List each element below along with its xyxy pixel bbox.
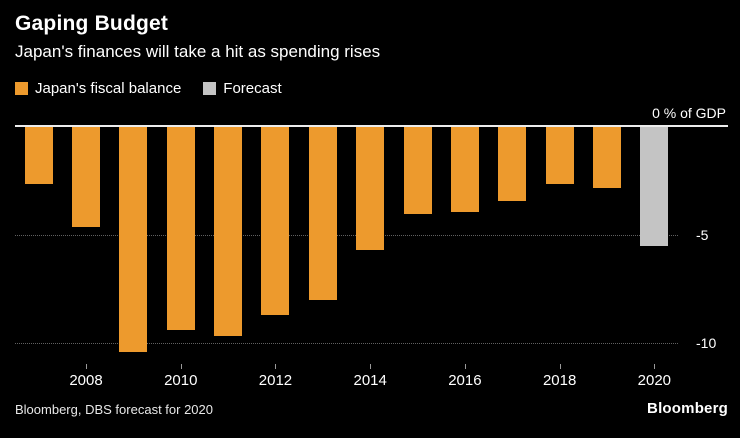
x-slot-2016: 2016	[441, 364, 488, 391]
legend-swatch-icon	[203, 82, 217, 96]
x-slot-2019	[583, 364, 630, 391]
x-tick-label-2008: 2008	[69, 372, 103, 390]
y-axis-labels: -5 -10	[678, 127, 728, 364]
bar-2010	[166, 127, 195, 330]
bar-2009	[119, 127, 148, 352]
gridline--10	[15, 342, 678, 344]
bar-2011	[214, 127, 243, 337]
x-slot-2009	[110, 364, 157, 391]
chart-subtitle: Japan's finances will take a hit as spen…	[15, 42, 381, 62]
legend-item-1: Forecast	[203, 80, 282, 98]
bar-2016	[450, 127, 479, 212]
chart-title: Gaping Budget	[15, 12, 169, 35]
bar-slot-2013	[299, 127, 346, 364]
x-tick-mark	[654, 364, 656, 370]
bar-slot-2007	[15, 127, 62, 364]
x-tick-label-2010: 2010	[164, 372, 198, 390]
x-slot-2020: 2020	[631, 364, 678, 391]
bar-slot-2008	[62, 127, 109, 364]
legend-item-0: Japan's fiscal balance	[15, 80, 181, 97]
bar-slot-2019	[583, 127, 630, 364]
bar-slot-2012	[252, 127, 299, 364]
x-tick-label-2016: 2016	[448, 372, 482, 390]
x-slot-2008: 2008	[62, 364, 109, 391]
bar-2012	[261, 127, 290, 315]
y-axis-zero-label: 0 % of GDP	[652, 105, 726, 122]
bar-slot-2015	[394, 127, 441, 364]
bar-2013	[308, 127, 337, 300]
y-tick-label--10: -10	[696, 334, 717, 351]
x-tick-mark	[370, 364, 372, 370]
x-tick-label-2020: 2020	[637, 372, 672, 390]
bar-slot-2018	[536, 127, 583, 364]
bar-2014	[356, 127, 385, 251]
gridline--5	[15, 235, 678, 237]
x-tick-mark	[275, 364, 277, 370]
footer: Bloomberg, DBS forecast for 2020 Bloombe…	[15, 400, 728, 417]
bar-slot-2016	[441, 127, 488, 364]
plot: -5 -10	[15, 125, 728, 364]
bar-2019	[592, 127, 621, 188]
bar-2018	[545, 127, 574, 184]
x-slot-2017	[489, 364, 536, 391]
y-tick-label--5: -5	[696, 227, 709, 244]
x-axis-labels: 2008 2010 2012 2014 2016 2018 2020	[15, 364, 678, 391]
x-slot-2018: 2018	[536, 364, 583, 391]
x-slot-2014: 2014	[347, 364, 394, 391]
x-tick-label-2014: 2014	[353, 372, 387, 390]
x-tick-label-2018: 2018	[542, 372, 577, 390]
bar-slot-2011	[204, 127, 251, 364]
x-slot-2012: 2012	[252, 364, 299, 391]
bar-2015	[403, 127, 432, 214]
bar-slot-2020	[631, 127, 678, 364]
x-slot-2015	[394, 364, 441, 391]
bar-2017	[498, 127, 527, 201]
x-slot-2010: 2010	[157, 364, 204, 391]
x-tick-label-2012: 2012	[258, 372, 293, 390]
x-tick-mark	[180, 364, 182, 370]
x-tick-mark	[464, 364, 466, 370]
x-tick-mark	[86, 364, 88, 370]
bar-slot-2014	[347, 127, 394, 364]
bar-slot-2009	[110, 127, 157, 364]
x-slot-2013	[299, 364, 346, 391]
bar-2008	[72, 127, 101, 227]
legend-swatch-icon	[15, 82, 28, 96]
x-tick-mark	[559, 364, 561, 370]
x-slot-2007	[15, 364, 62, 391]
bar-slot-2017	[489, 127, 536, 364]
bloomberg-logo: Bloomberg	[647, 400, 728, 418]
bar-slot-2010	[157, 127, 204, 364]
legend-label: Japan's fiscal balance	[35, 80, 182, 98]
legend-label: Forecast	[223, 80, 282, 98]
bars-area	[15, 127, 678, 364]
bar-2007	[24, 127, 53, 184]
source-note: Bloomberg, DBS forecast for 2020	[15, 402, 213, 418]
x-slot-2011	[204, 364, 251, 391]
bar-2020	[640, 127, 669, 246]
legend: Japan's fiscal balance Forecast	[15, 80, 728, 97]
